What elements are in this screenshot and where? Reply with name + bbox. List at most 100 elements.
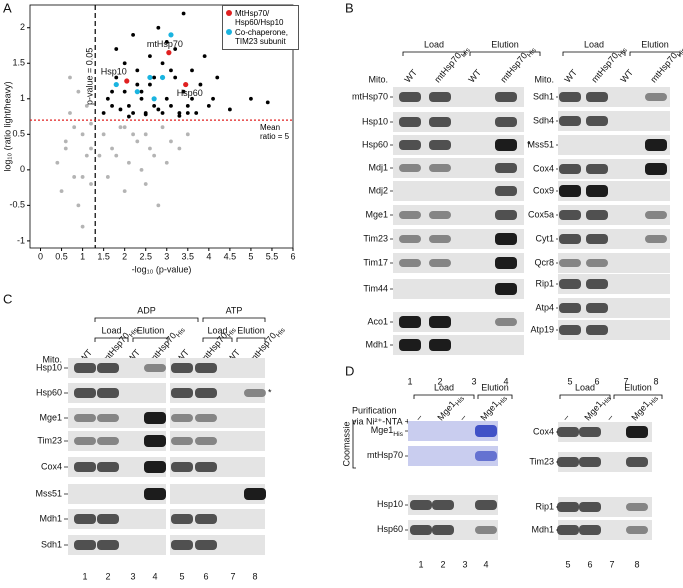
row-label: Cox4: [533, 426, 554, 436]
y-tick-label: 1: [20, 93, 25, 103]
blot-strip: [558, 181, 670, 201]
band: [559, 92, 581, 102]
lane-number: 1: [82, 571, 87, 581]
row-label: Mdj1: [368, 162, 388, 172]
lane-header-sub: His: [460, 47, 472, 59]
data-point: [206, 103, 211, 108]
band: [171, 363, 193, 373]
row-label-sub: His: [393, 431, 403, 438]
data-point: [151, 96, 157, 102]
blot-strip: [393, 205, 524, 225]
group-header: Elution: [624, 382, 652, 392]
bracket: [613, 394, 663, 399]
band: [586, 164, 608, 174]
band: [399, 92, 421, 102]
blot-strip: [393, 279, 524, 299]
blot-strip: [393, 158, 524, 178]
lane-header: WT: [619, 67, 636, 85]
band: [429, 164, 451, 172]
data-point: [143, 182, 148, 186]
band: [495, 186, 517, 196]
panel-label: A: [3, 0, 12, 15]
lane-number: 1: [418, 559, 423, 569]
lane-header: Mge1His: [630, 391, 661, 424]
data-point: [152, 103, 157, 108]
bracket: [202, 317, 266, 322]
data-point: [181, 11, 186, 16]
lane-header-sub: His: [455, 395, 467, 407]
blot-strip: [393, 253, 524, 273]
data-point: [89, 182, 93, 186]
lane-number: 3: [471, 376, 476, 386]
band: [171, 414, 193, 422]
band: [144, 435, 166, 447]
data-point: [72, 125, 77, 130]
band: [195, 414, 217, 422]
blot-strip: [558, 135, 670, 155]
row-label: Hsp60: [362, 139, 388, 149]
band: [429, 339, 451, 351]
lane-number: 7: [230, 571, 235, 581]
blot-strip: [558, 229, 670, 249]
band: [399, 211, 421, 219]
data-point: [80, 224, 85, 229]
blot-strip: [558, 87, 670, 107]
blot-strip: [393, 181, 524, 201]
band: [645, 235, 667, 243]
data-point: [265, 100, 270, 105]
band: [586, 116, 608, 126]
x-tick-label: 4.5: [224, 251, 237, 261]
band: [557, 525, 579, 535]
data-point: [122, 189, 127, 194]
lane-header-sub: His: [649, 395, 661, 407]
group-header: Load: [434, 382, 454, 392]
lane-header-base: mtHsp70: [649, 51, 680, 85]
y-tick-label: -1: [17, 235, 25, 245]
blot-strip: [170, 484, 265, 504]
condition-header: ADP: [137, 305, 156, 315]
data-point: [168, 32, 174, 38]
blot-strip: [558, 298, 670, 318]
asterisk: *: [268, 387, 272, 397]
lane-number: 3: [130, 571, 135, 581]
blot-strip: [170, 431, 265, 451]
lane-header-base: mtHsp70: [499, 51, 530, 85]
band: [399, 235, 421, 243]
data-point: [173, 47, 178, 51]
y-tick-label: 2: [20, 22, 25, 32]
lane-header-sub: His: [676, 47, 683, 59]
data-point: [122, 61, 127, 66]
band: [559, 185, 581, 197]
data-point: [139, 89, 144, 94]
row-label: Cox4: [41, 461, 62, 471]
row-label: Cyt1: [535, 233, 554, 243]
bracket: [413, 394, 475, 399]
row-label: Tim23: [529, 456, 554, 466]
band: [97, 388, 119, 398]
lane-number: 5: [179, 571, 184, 581]
blot-strip: [558, 497, 652, 517]
x-tick-label: 3: [164, 251, 169, 261]
legend-item: MtHsp70/ Hsp60/Hsp10: [226, 9, 296, 27]
row-label: Hsp10: [377, 499, 403, 509]
data-point: [131, 32, 135, 37]
data-point: [164, 40, 169, 44]
row-label: Cox9: [533, 185, 554, 195]
band: [97, 414, 119, 422]
lane-number: 8: [252, 571, 257, 581]
legend-item: Co-chaperone, TIM23 subunit: [226, 28, 296, 46]
lane-header: –: [458, 413, 469, 423]
x-tick-label: 0.5: [55, 251, 68, 261]
lane-title: Mito.: [534, 74, 554, 84]
lane-header: mtHsp70His: [433, 43, 473, 87]
blot-strip: [558, 452, 652, 472]
band: [195, 462, 217, 472]
threshold-label: Mean ratio = 5: [260, 123, 290, 142]
bracket: [559, 394, 611, 399]
row-label: Qcr8: [534, 257, 554, 267]
point-label: mtHsp70: [147, 39, 183, 49]
band: [171, 540, 193, 550]
x-tick-label: 0: [38, 251, 43, 261]
data-point: [97, 153, 102, 158]
data-point: [194, 111, 199, 115]
